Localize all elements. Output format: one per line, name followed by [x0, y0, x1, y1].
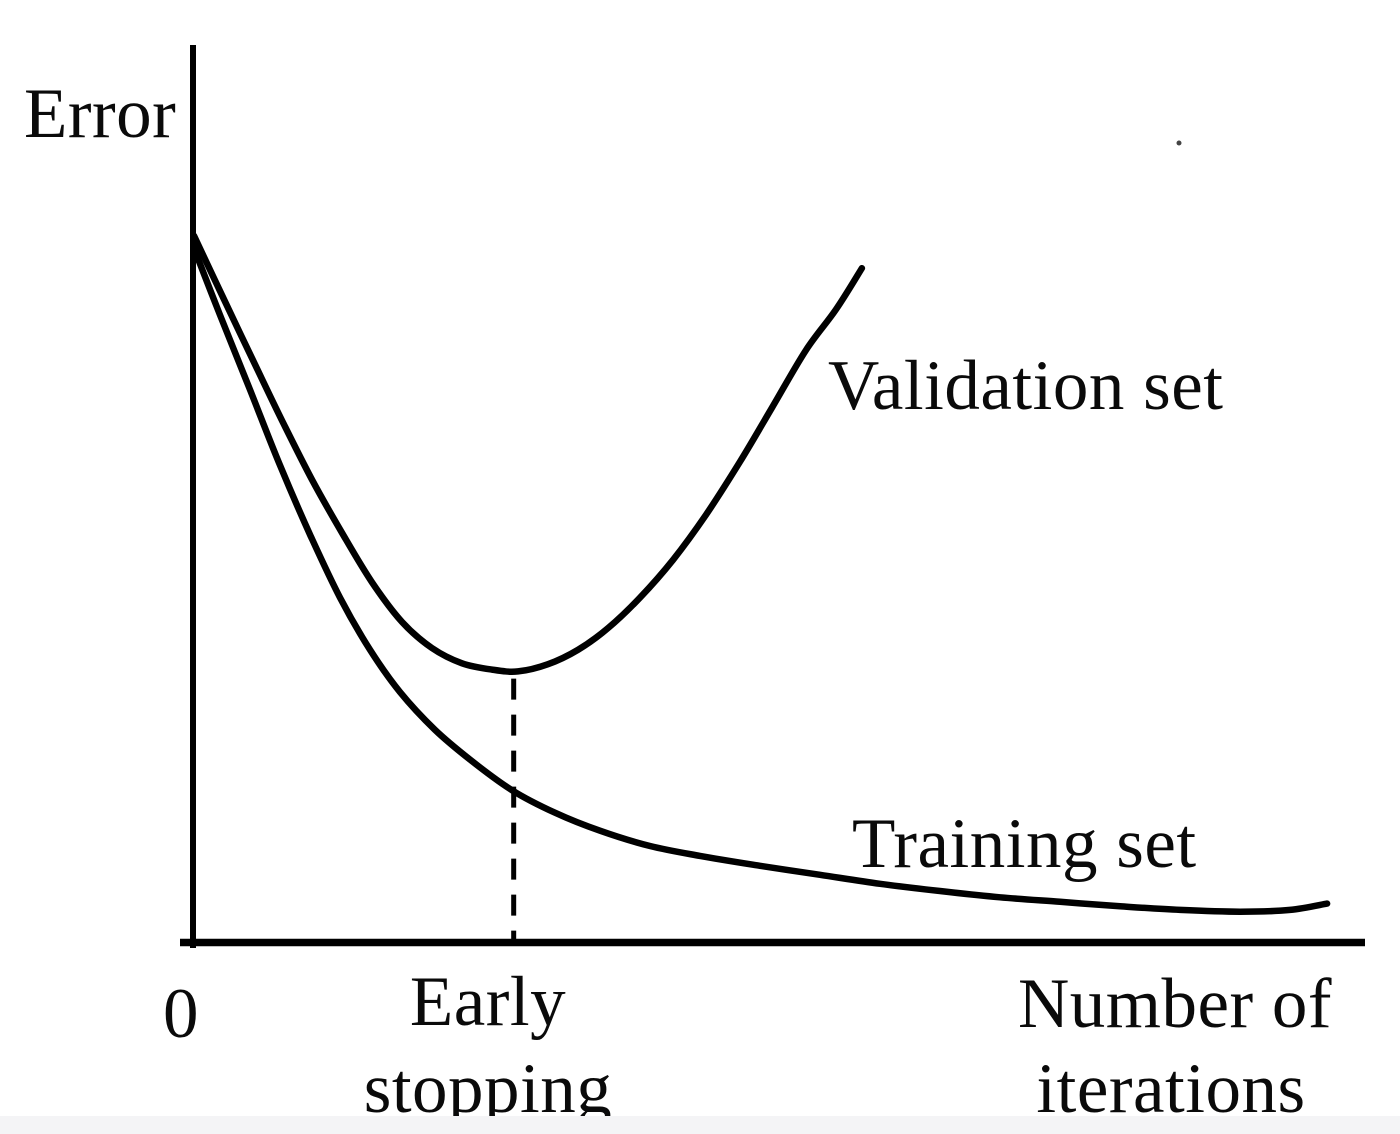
validation-curve	[190, 232, 866, 675]
page-footer-band	[0, 1116, 1400, 1134]
training-curve	[190, 245, 1331, 915]
x-axis-label-line2: iterations	[1036, 1050, 1306, 1128]
validation-curve-label: Validation set	[828, 347, 1224, 425]
training-curve-label: Training set	[852, 805, 1197, 883]
scan-speck-dot	[1176, 140, 1182, 146]
y-axis-label: Error	[24, 75, 177, 153]
early-stopping-label-line1: Early	[409, 963, 567, 1041]
early-stopping-label-line2: stopping	[363, 1050, 613, 1128]
x-axis-label-line1: Number of	[1017, 965, 1333, 1043]
origin-tick-label: 0	[163, 975, 199, 1053]
